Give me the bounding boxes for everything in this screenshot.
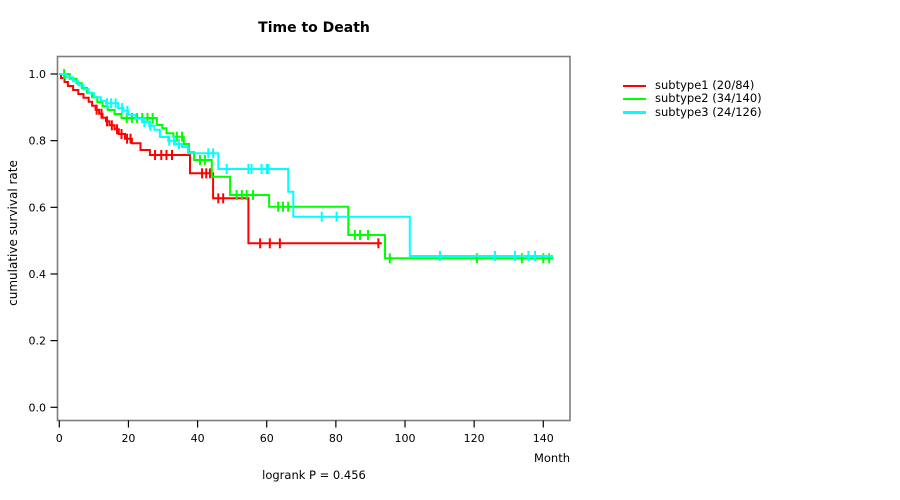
legend: subtype1 (20/84) subtype2 (34/140) subty… [623, 78, 762, 119]
x-tick-label: 100 [395, 432, 416, 445]
curve-subtype3 [59, 73, 553, 257]
x-axis-label: Month [533, 451, 571, 465]
legend-swatch-subtype1 [623, 84, 646, 87]
legend-swatch-subtype3 [623, 111, 646, 114]
y-tick-label: 1.0 [29, 68, 47, 81]
legend-item-subtype3: subtype3 (24/126) [623, 104, 762, 119]
x-tick-label: 120 [464, 432, 485, 445]
x-tick-label: 140 [533, 432, 554, 445]
y-tick-label: 0.6 [29, 201, 47, 214]
x-tick-label: 20 [121, 432, 135, 445]
x-tick-label: 80 [329, 432, 343, 445]
legend-label-subtype2: subtype2 (34/140) [655, 91, 762, 106]
legend-label-subtype1: subtype1 (20/84) [655, 78, 755, 92]
x-tick-label: 0 [56, 432, 63, 445]
legend-swatch-subtype2 [623, 97, 646, 101]
x-tick-label: 60 [260, 432, 274, 445]
legend-item-subtype2: subtype2 (34/140) [623, 91, 762, 106]
legend-label-subtype3: subtype3 (24/126) [655, 104, 762, 119]
y-tick-label: 0.0 [29, 401, 47, 414]
x-tick-label: 40 [191, 432, 205, 445]
legend-item-subtype1: subtype1 (20/84) [623, 78, 762, 92]
y-tick-label: 0.4 [29, 268, 47, 281]
y-tick-label: 0.8 [29, 135, 47, 148]
curve-subtype1 [59, 73, 382, 245]
y-tick-label: 0.2 [29, 335, 47, 348]
chart-title: Time to Death [258, 20, 370, 36]
logrank-pvalue: logrank P = 0.456 [262, 468, 366, 482]
plot-box [56, 55, 571, 422]
curve-subtype2 [59, 73, 553, 260]
y-axis-label: cumulative survival rate [6, 160, 20, 306]
